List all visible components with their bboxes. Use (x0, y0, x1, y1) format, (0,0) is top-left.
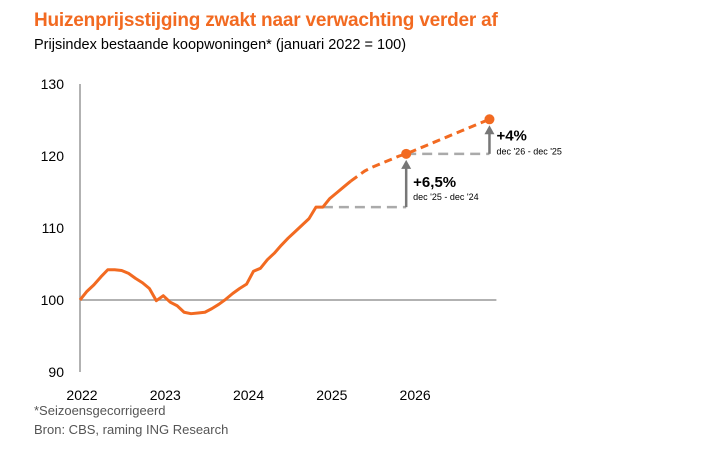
data-point-marker (401, 148, 412, 159)
x-tick-label: 2026 (400, 387, 431, 403)
y-tick-label: 100 (41, 292, 65, 308)
arrow-head-icon (401, 159, 412, 169)
data-point-marker (484, 114, 495, 125)
source-note: Bron: CBS, raming ING Research (34, 422, 229, 437)
annotation-sublabel: dec '25 - dec '24 (413, 192, 478, 202)
series-line-actual (78, 180, 352, 316)
x-tick-label: 2024 (233, 387, 264, 403)
x-tick-label: 2022 (66, 387, 97, 403)
series-line-forecast (349, 117, 491, 183)
chart-title: Huizenprijsstijging zwakt naar verwachti… (34, 10, 498, 31)
y-tick-label: 110 (42, 220, 65, 236)
annotation-label: +4% (496, 127, 526, 144)
y-tick-label: 120 (41, 148, 65, 164)
x-tick-label: 2025 (316, 387, 347, 403)
annotation-sublabel: dec '26 - dec '25 (496, 146, 561, 156)
annotation-label: +6,5% (413, 174, 456, 191)
y-tick-label: 90 (48, 364, 64, 380)
x-tick-label: 2023 (150, 387, 181, 403)
chart-subtitle: Prijsindex bestaande koopwoningen* (janu… (34, 37, 407, 53)
y-tick-label: 130 (41, 76, 65, 92)
footnote: *Seizoensgecorrigeerd (34, 403, 166, 418)
arrow-head-icon (484, 125, 495, 135)
